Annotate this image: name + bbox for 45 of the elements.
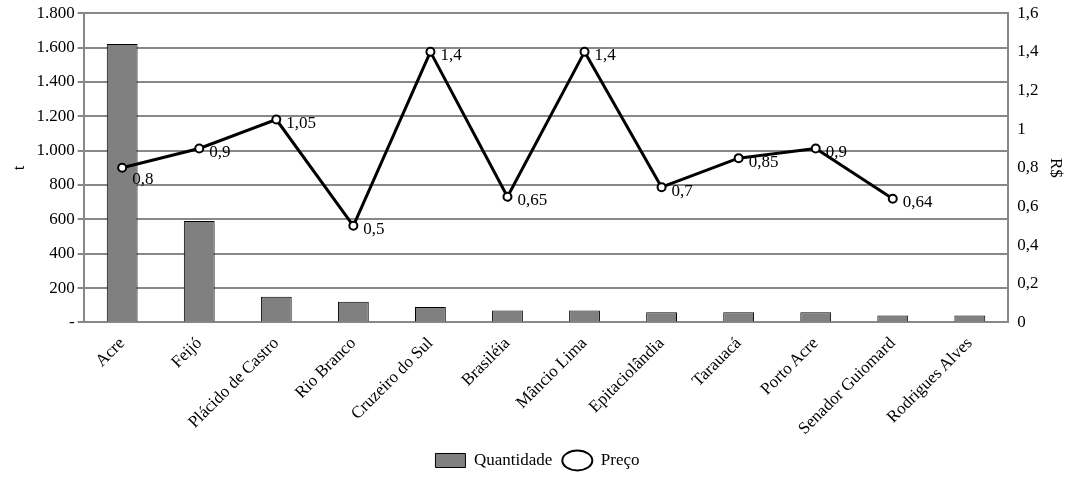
- y-tick-label: 1.800: [36, 2, 75, 22]
- y-tick-label: 800: [49, 174, 75, 194]
- y-axis-title: t: [8, 165, 28, 171]
- legend-label: Preço: [600, 449, 640, 469]
- y-tick-label: -: [68, 311, 75, 331]
- point: [579, 46, 590, 57]
- y2-tick-label: 1,6: [1017, 2, 1039, 22]
- data-label: 0,7: [671, 180, 694, 200]
- point: [271, 114, 282, 125]
- data-label: 1,05: [286, 112, 317, 132]
- point: [502, 191, 513, 202]
- y2-tick-label: 0,8: [1017, 157, 1039, 177]
- point: [348, 220, 359, 231]
- point: [887, 193, 898, 204]
- data-label: 0,8: [132, 169, 154, 189]
- data-label: 0,9: [825, 141, 847, 161]
- point: [117, 162, 128, 173]
- x-tick-label: Acre: [91, 333, 129, 370]
- point: [656, 182, 667, 193]
- y-tick-label: 1.000: [36, 140, 75, 160]
- y-tick-label: 1.600: [36, 37, 75, 57]
- data-label: 1,4: [594, 45, 617, 65]
- y2-tick-label: 1,4: [1017, 41, 1040, 61]
- y-tick-label: 600: [49, 208, 75, 228]
- data-label: 0,64: [902, 192, 934, 212]
- y2-axis-title: R$: [1047, 157, 1067, 178]
- data-label: 0,5: [363, 219, 385, 239]
- y-tick-label: 400: [49, 243, 75, 263]
- y2-tick-label: 0,2: [1017, 273, 1039, 293]
- y2-tick-label: 0: [1017, 311, 1026, 331]
- y-tick-label: 200: [49, 277, 75, 297]
- data-label: 1,4: [440, 45, 463, 65]
- y2-tick-label: 1: [1017, 118, 1026, 138]
- point: [425, 46, 436, 57]
- data-label: 0,9: [209, 141, 231, 161]
- point: [810, 143, 821, 154]
- y2-tick-label: 0,6: [1017, 195, 1039, 215]
- point: [733, 153, 744, 164]
- y2-tick-label: 0,4: [1017, 234, 1040, 254]
- y-tick-label: 1.200: [36, 105, 75, 125]
- y2-tick-label: 1,2: [1017, 79, 1039, 99]
- legend-label: Quantidade: [473, 449, 553, 469]
- point: [194, 143, 205, 154]
- y-tick-label: 1.400: [36, 71, 75, 91]
- data-label: 0,65: [517, 190, 548, 210]
